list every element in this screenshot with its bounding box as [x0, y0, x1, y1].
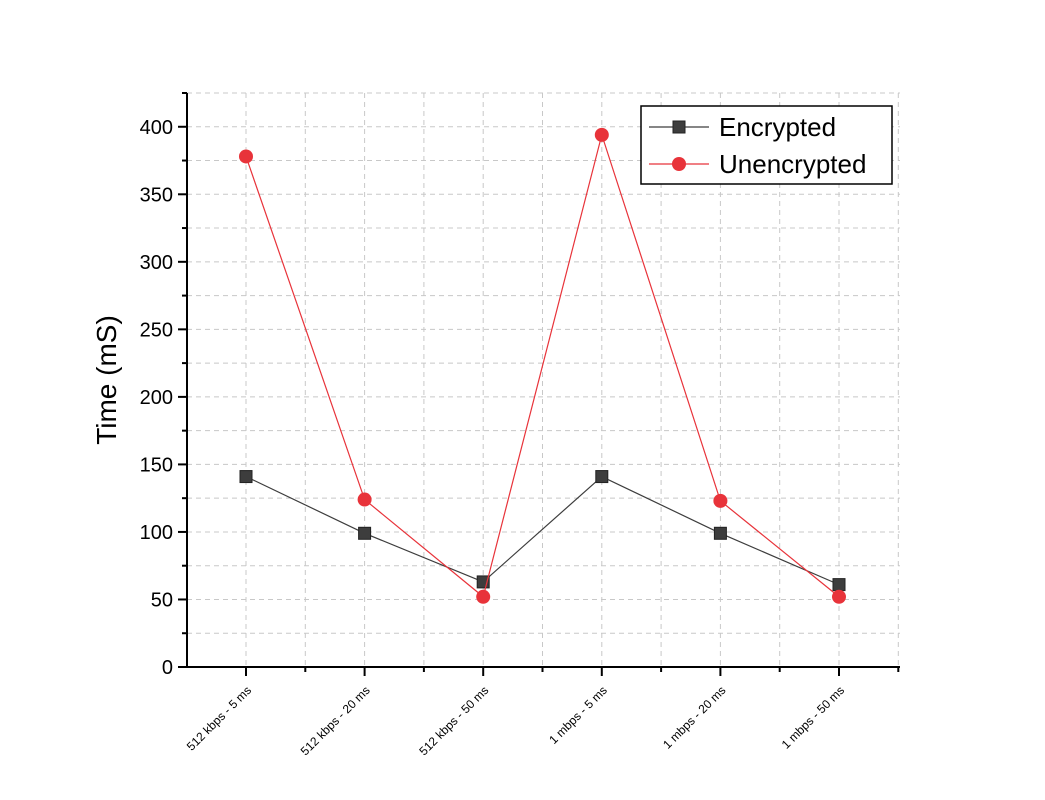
legend-box — [640, 105, 893, 185]
x-tick-label: 1 mbps - 20 ms — [660, 683, 728, 751]
legend-marker-square — [672, 120, 686, 134]
data-point-circle — [476, 589, 491, 604]
y-tick-label: 200 — [140, 387, 173, 409]
data-point-circle — [832, 589, 846, 604]
data-point-square — [358, 526, 372, 540]
y-tick-label: 350 — [140, 184, 173, 206]
x-tick-label: 512 kbps - 20 ms — [298, 683, 373, 758]
data-point-circle — [357, 492, 372, 507]
y-tick-label: 100 — [140, 522, 173, 544]
legend-label: Encrypted — [719, 112, 836, 142]
y-tick-label: 400 — [140, 117, 173, 139]
grid-lines — [187, 92, 900, 667]
data-point-square — [239, 470, 253, 484]
x-tick-label: 512 kbps - 5 ms — [184, 683, 254, 753]
axes: 0 50 100 150 200 250 300 350 400 512 kbps - 5 ms 5… — [140, 92, 900, 758]
series-line-encrypted — [245, 475, 840, 586]
series-layer — [239, 127, 846, 604]
data-point-circle — [713, 493, 728, 508]
y-tick-label: 150 — [140, 454, 173, 476]
data-point-square — [595, 470, 609, 484]
x-tick-label: 1 mbps - 50 ms — [779, 683, 847, 751]
y-tick-label: 0 — [162, 657, 173, 679]
x-tick-label: 1 mbps - 5 ms — [546, 683, 610, 747]
y-tick-label: 250 — [140, 319, 173, 341]
data-point-square — [713, 526, 727, 540]
legend: Encrypted Unencrypted — [640, 105, 893, 185]
legend-label: Unencrypted — [719, 149, 866, 179]
legend-marker-circle — [672, 157, 686, 171]
data-point-circle — [594, 127, 609, 142]
x-tick-label: 512 kbps - 50 ms — [416, 683, 491, 758]
data-point-square — [832, 578, 846, 592]
y-axis-title: Time (mS) — [91, 315, 122, 445]
y-tick-label: 50 — [151, 589, 173, 611]
data-point-circle — [239, 149, 253, 164]
series-line-unencrypted — [245, 132, 840, 598]
y-tick-label: 300 — [140, 252, 173, 274]
